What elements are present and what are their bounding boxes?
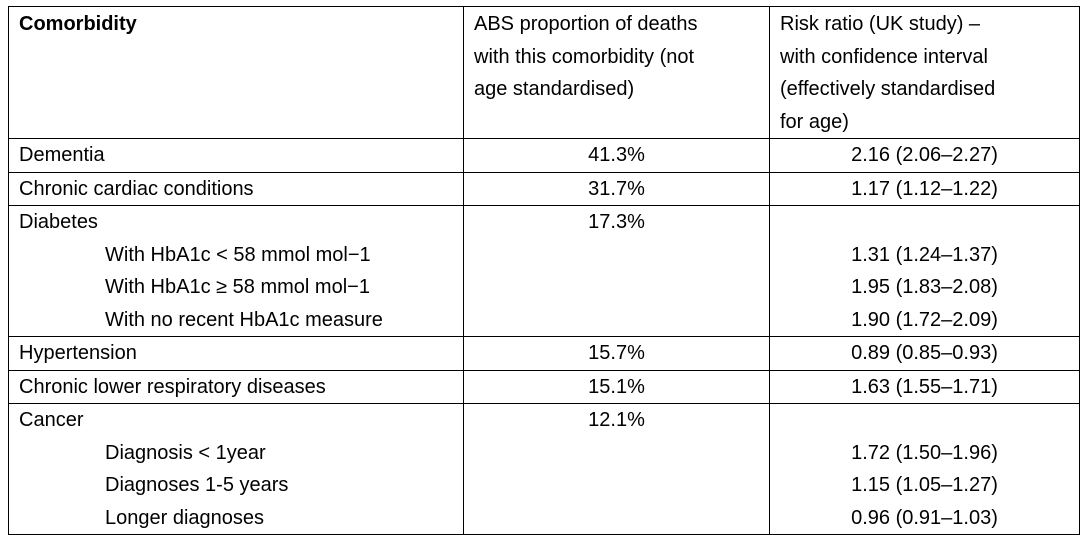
comorbidity-cell: Dementia [8,138,464,173]
risk-cell: 0.89 (0.85–0.93) [769,336,1080,371]
risk-cell: 1.72 (1.50–1.96) 1.15 (1.05–1.27) 0.96 (… [769,403,1080,535]
comorbidity-cell: Chronic lower respiratory diseases [8,369,464,404]
comorbidity-label: Chronic cardiac conditions [19,177,254,200]
header-row: Comorbidity ABS proportion of deaths wit… [8,6,1080,139]
risk-value: 2.16 (2.06–2.27) [851,144,998,166]
risk-value: 0.89 (0.85–0.93) [851,342,998,364]
risk-cell: 1.17 (1.12–1.22) [769,171,1080,206]
risk-value: 0.96 (0.91–1.03) [851,506,998,529]
table-row: Chronic lower respiratory diseases 15.1%… [8,369,1080,404]
abs-value: 12.1% [588,409,645,431]
abs-value: 15.7% [588,342,645,364]
header-abs-proportion: ABS proportion of deaths with this comor… [463,6,770,139]
comorbidity-sublabel: Diagnosis < 1year [105,441,266,464]
abs-cell: 12.1% [463,403,770,535]
abs-value: 17.3% [588,211,645,233]
comorbidity-sublabel: With HbA1c ≥ 58 mmol mol−1 [105,276,370,298]
table-row: Hypertension 15.7% 0.89 (0.85–0.93) [8,336,1080,371]
abs-value: 41.3% [588,144,645,166]
header-risk-line: (effectively standardised [780,78,996,100]
comorbidity-label: Hypertension [19,342,137,364]
abs-cell: 41.3% [463,138,770,173]
comorbidity-label: Dementia [19,144,105,166]
comorbidity-cell: Diabetes With HbA1c < 58 mmol mol−1 With… [8,205,464,337]
risk-value [780,404,1069,437]
header-abs-line: ABS proportion of deaths [474,13,698,35]
comorbidity-sublabel: With no recent HbA1c measure [105,308,383,331]
header-abs-line: age standardised) [474,78,635,100]
comorbidity-sublabel: With HbA1c < 58 mmol mol−1 [105,243,371,266]
comorbidity-label: Cancer [19,409,84,431]
risk-value [780,206,1069,239]
comorbidity-label: Chronic lower respiratory diseases [19,375,326,398]
risk-value: 1.15 (1.05–1.27) [851,474,998,496]
abs-cell: 31.7% [463,171,770,206]
comorbidity-cell: Hypertension [8,336,464,371]
header-comorbidity: Comorbidity [8,6,464,139]
table-row: Dementia 41.3% 2.16 (2.06–2.27) [8,138,1080,173]
risk-value: 1.90 (1.72–2.09) [851,308,998,331]
risk-cell: 1.31 (1.24–1.37) 1.95 (1.83–2.08) 1.90 (… [769,205,1080,337]
header-risk-line: Risk ratio (UK study) – [780,13,981,35]
abs-value: 31.7% [588,177,645,200]
header-risk-ratio: Risk ratio (UK study) – with confidence … [769,6,1080,139]
header-abs-line: with this comorbidity (not [474,45,695,68]
abs-cell: 17.3% [463,205,770,337]
header-comorbidity-text: Comorbidity [19,13,137,35]
comorbidity-cell: Chronic cardiac conditions [8,171,464,206]
comorbidity-sublabel: Longer diagnoses [105,506,265,529]
risk-value: 1.72 (1.50–1.96) [851,441,998,464]
comorbidity-sublabel: Diagnoses 1-5 years [105,474,289,496]
comorbidity-table: Comorbidity ABS proportion of deaths wit… [8,6,1080,535]
risk-value: 1.95 (1.83–2.08) [851,276,998,298]
header-risk-line: for age) [780,110,849,133]
abs-cell: 15.1% [463,369,770,404]
risk-value: 1.17 (1.12–1.22) [851,177,998,200]
header-risk-line: with confidence interval [780,45,988,68]
risk-cell: 1.63 (1.55–1.71) [769,369,1080,404]
table-row: Chronic cardiac conditions 31.7% 1.17 (1… [8,171,1080,206]
table-row: Cancer Diagnosis < 1year Diagnoses 1-5 y… [8,403,1080,535]
comorbidity-cell: Cancer Diagnosis < 1year Diagnoses 1-5 y… [8,403,464,535]
comorbidity-label: Diabetes [19,211,98,233]
abs-value: 15.1% [588,375,645,398]
risk-value: 1.63 (1.55–1.71) [851,375,998,398]
risk-cell: 2.16 (2.06–2.27) [769,138,1080,173]
risk-value: 1.31 (1.24–1.37) [851,243,998,266]
abs-cell: 15.7% [463,336,770,371]
table-row: Diabetes With HbA1c < 58 mmol mol−1 With… [8,205,1080,337]
